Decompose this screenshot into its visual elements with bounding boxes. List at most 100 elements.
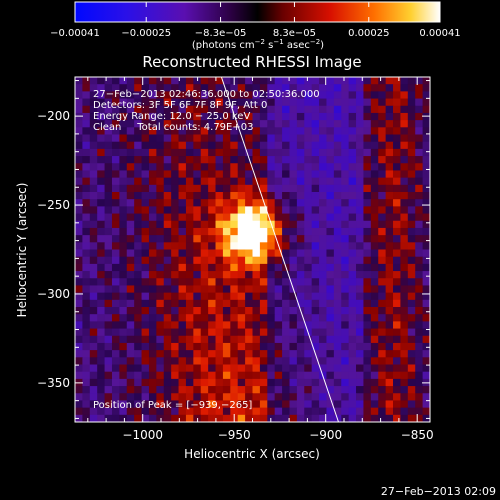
heatmap-cell (208, 98, 216, 107)
heatmap-cell (348, 292, 357, 301)
heatmap-cell (356, 285, 364, 294)
heatmap-cell (289, 407, 298, 416)
heatmap-cell (104, 213, 113, 222)
heatmap-cell (208, 299, 216, 308)
heatmap-cell (319, 91, 327, 99)
heatmap-cell (97, 192, 105, 200)
heatmap-cell (252, 335, 261, 344)
heatmap-cell (289, 292, 298, 301)
heatmap-cell (230, 386, 239, 394)
heatmap-cell (134, 177, 142, 186)
heatmap-cell (245, 314, 253, 322)
heatmap-cell (356, 263, 364, 272)
heatmap-cell (385, 321, 394, 329)
heatmap-cell (333, 371, 342, 380)
heatmap-cell (193, 112, 202, 121)
heatmap-cell (363, 206, 372, 214)
heatmap-cell (400, 364, 409, 373)
heatmap-cell (104, 307, 113, 315)
heatmap-cell (326, 342, 335, 351)
heatmap-cell (311, 414, 320, 422)
heatmap-cell (208, 321, 216, 329)
heatmap-cell (393, 386, 401, 394)
heatmap-cell (311, 192, 320, 200)
heatmap-cell (208, 112, 216, 121)
heatmap-cell (171, 393, 179, 401)
heatmap-cell (274, 335, 283, 344)
heatmap-cell (245, 335, 253, 344)
heatmap-cell (311, 292, 320, 301)
heatmap-cell (311, 206, 320, 214)
heatmap-cell (215, 98, 224, 107)
heatmap-cell (252, 307, 261, 315)
heatmap-cell (348, 192, 357, 200)
heatmap-cell (407, 292, 416, 301)
heatmap-cell (119, 299, 128, 308)
heatmap-cell (178, 350, 187, 358)
heatmap-cell (215, 271, 224, 279)
heatmap-cell (259, 364, 268, 373)
heatmap-cell (75, 84, 83, 92)
heatmap-cell (215, 357, 224, 365)
heatmap-cell (393, 77, 401, 85)
heatmap-cell (274, 206, 283, 214)
heatmap-cell (156, 91, 165, 99)
heatmap-cell (82, 163, 91, 171)
heatmap-cell (348, 299, 357, 308)
heatmap-cell (289, 141, 298, 150)
heatmap-cell (407, 335, 416, 344)
heatmap-cell (148, 105, 157, 114)
heatmap-cell (363, 199, 372, 207)
heatmap-cell (178, 271, 187, 279)
heatmap-cell (356, 378, 364, 387)
heatmap-cell (193, 407, 202, 416)
heatmap-cell (400, 170, 409, 179)
heatmap-cell (422, 148, 430, 157)
heatmap-cell (222, 227, 231, 236)
heatmap-cell (259, 285, 268, 294)
chart-title: Reconstructed RHESSI Image (142, 53, 361, 71)
heatmap-cell (178, 235, 187, 243)
heatmap-cell (415, 163, 424, 171)
heatmap-cell (156, 163, 165, 171)
heatmap-cell (141, 292, 150, 301)
heatmap-cell (230, 156, 239, 164)
heatmap-cell (111, 120, 120, 128)
heatmap-cell (156, 227, 165, 236)
heatmap-cell (163, 335, 172, 344)
heatmap-cell (252, 105, 261, 114)
heatmap-cell (393, 299, 401, 308)
heatmap-cell (126, 213, 135, 222)
heatmap-cell (215, 163, 224, 171)
heatmap-cell (119, 371, 128, 380)
heatmap-cell (385, 127, 394, 135)
heatmap-cell (111, 163, 120, 171)
heatmap-cell (422, 156, 430, 164)
heatmap-cell (163, 378, 172, 387)
heatmap-cell (126, 407, 135, 416)
peak-position-text: Position of Peak = [−939,−265] (93, 400, 252, 411)
heatmap-cell (104, 371, 113, 380)
heatmap-cell (385, 400, 394, 409)
heatmap-cell (304, 386, 313, 394)
heatmap-cell (378, 163, 387, 171)
heatmap-cell (193, 242, 202, 250)
heatmap-cell (141, 249, 150, 258)
heatmap-cell (126, 371, 135, 380)
heatmap-cell (282, 414, 290, 422)
heatmap-cell (415, 263, 424, 272)
heatmap-cell (252, 414, 261, 422)
heatmap-cell (311, 271, 320, 279)
heatmap-cell (163, 156, 172, 164)
heatmap-cell (311, 299, 320, 308)
heatmap-cell (341, 170, 350, 179)
heatmap-cell (282, 105, 290, 114)
heatmap-cell (89, 328, 98, 337)
heatmap-cell (75, 256, 83, 265)
heatmap-cell (230, 134, 239, 143)
heatmap-cell (178, 307, 187, 315)
heatmap-cell (400, 321, 409, 329)
heatmap-cell (200, 386, 209, 394)
heatmap-cell (311, 249, 320, 258)
heatmap-cell (259, 213, 268, 222)
